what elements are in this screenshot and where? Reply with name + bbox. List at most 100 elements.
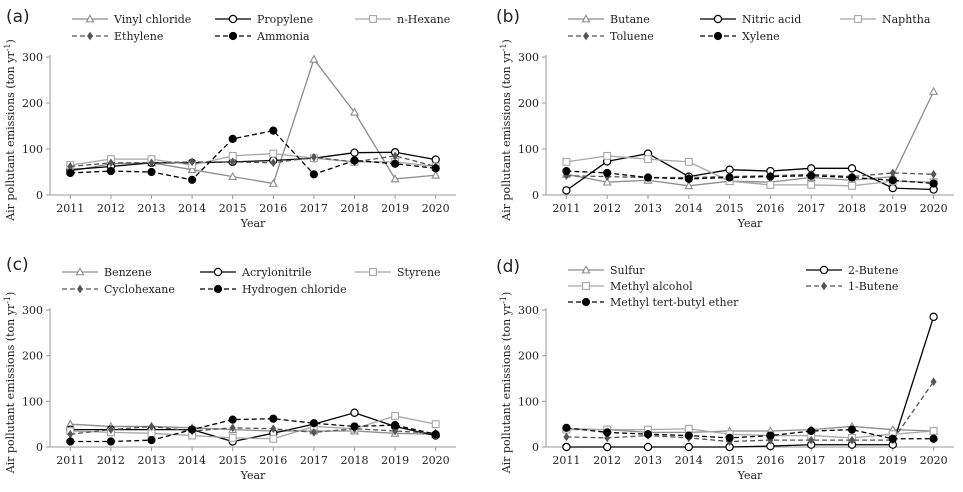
y-axis-label: Air pollutant emissions (ton yr-1) xyxy=(499,39,513,222)
data-point xyxy=(684,181,694,190)
series-line xyxy=(566,152,934,191)
x-tick-label: 2013 xyxy=(634,202,662,215)
data-point xyxy=(562,157,571,166)
data-point xyxy=(431,170,441,179)
data-point xyxy=(684,157,693,166)
data-point xyxy=(310,428,317,437)
series-line xyxy=(70,155,436,168)
x-tick-label: 2014 xyxy=(675,454,703,467)
x-tick-label: 2017 xyxy=(797,454,825,467)
data-point xyxy=(391,159,400,168)
y-tick-label: 200 xyxy=(22,350,43,363)
legend-marker xyxy=(581,297,591,307)
x-tick-label: 2020 xyxy=(920,202,948,215)
panel-label: (c) xyxy=(6,255,29,275)
data-point xyxy=(849,435,855,445)
data-point xyxy=(562,442,571,452)
data-point xyxy=(309,419,318,428)
y-tick-label: 100 xyxy=(518,395,539,408)
data-point xyxy=(725,165,734,174)
legend-marker xyxy=(213,267,223,277)
data-point xyxy=(268,178,278,187)
data-point xyxy=(148,422,155,431)
data-point xyxy=(888,183,898,193)
data-point xyxy=(309,54,319,63)
legend-entry-label: Naphtha xyxy=(882,13,931,26)
legend-entry-label: n-Hexane xyxy=(397,13,450,26)
x-tick-label: 2014 xyxy=(675,202,703,215)
data-point xyxy=(848,181,856,190)
data-point xyxy=(431,155,440,164)
legend: Vinyl chloride Propylene n-Hexane Ethylene A… xyxy=(72,13,450,43)
series-xylene xyxy=(562,166,938,188)
y-tick-label: 100 xyxy=(518,143,539,156)
x-axis-label: Year xyxy=(240,469,266,482)
y-tick-label: 0 xyxy=(532,441,539,454)
x-tick-label: 2020 xyxy=(920,454,948,467)
legend-marker xyxy=(713,14,723,24)
legend-marker xyxy=(228,14,238,24)
series-line xyxy=(566,427,934,440)
data-point xyxy=(603,168,612,178)
legend-marker xyxy=(854,15,862,23)
y-tick-label: 300 xyxy=(22,51,43,64)
data-point xyxy=(269,149,278,158)
data-point xyxy=(929,427,938,435)
y-tick-label: 300 xyxy=(518,304,539,317)
data-point xyxy=(684,424,693,433)
legend-entry-label: Propylene xyxy=(257,13,313,26)
data-point xyxy=(228,433,237,442)
legend-marker xyxy=(75,267,85,276)
legend-entry-label: Xylene xyxy=(742,30,780,43)
x-tick-label: 2016 xyxy=(756,202,784,215)
data-point xyxy=(766,180,775,189)
data-point xyxy=(808,435,815,445)
data-point xyxy=(643,442,653,452)
data-point xyxy=(147,167,156,177)
data-point xyxy=(270,158,277,168)
x-tick-label: 2011 xyxy=(56,202,84,215)
legend-marker xyxy=(821,281,827,291)
data-point xyxy=(269,414,278,423)
legend-entry-label: Butane xyxy=(610,13,650,26)
data-point xyxy=(684,431,693,440)
data-point xyxy=(229,423,236,433)
y-tick-label: 300 xyxy=(518,51,539,64)
legend-marker xyxy=(228,31,238,41)
legend-marker xyxy=(713,31,723,41)
legend-marker xyxy=(819,265,829,275)
data-point xyxy=(930,169,937,179)
series-line xyxy=(566,155,934,187)
data-point xyxy=(929,179,938,188)
series-line xyxy=(566,425,934,434)
y-tick-label: 0 xyxy=(532,189,539,202)
data-point xyxy=(930,377,937,387)
data-point xyxy=(847,425,857,434)
y-tick-label: 100 xyxy=(22,143,43,156)
series-line xyxy=(70,415,436,440)
legend-entry-label: Vinyl chloride xyxy=(113,13,191,26)
data-point xyxy=(66,168,75,178)
legend-entry-label: 1-Butene xyxy=(848,280,898,293)
legend-entry-label: Ethylene xyxy=(114,30,163,43)
x-tick-label: 2014 xyxy=(178,454,206,467)
data-point xyxy=(766,431,775,440)
series-line xyxy=(566,172,934,179)
data-point xyxy=(563,432,570,442)
x-tick-label: 2019 xyxy=(381,454,409,467)
y-tick-label: 300 xyxy=(22,304,43,317)
x-tick-label: 2013 xyxy=(138,454,166,467)
data-point xyxy=(228,171,238,181)
legend-marker xyxy=(213,284,223,294)
panel-label: (d) xyxy=(496,257,520,277)
data-point xyxy=(148,158,155,168)
legend-entry-label: Methyl alcohol xyxy=(610,280,693,293)
data-point xyxy=(350,422,359,431)
series-2-butene xyxy=(562,312,938,452)
data-point xyxy=(562,186,571,195)
chart-panel-4: (d) 0 100 200 300 2011 2012 2013 2014 2015 2016 201… xyxy=(496,257,954,482)
data-point xyxy=(269,434,278,443)
data-point xyxy=(431,420,440,429)
legend-marker xyxy=(583,31,589,41)
data-point xyxy=(807,171,816,180)
